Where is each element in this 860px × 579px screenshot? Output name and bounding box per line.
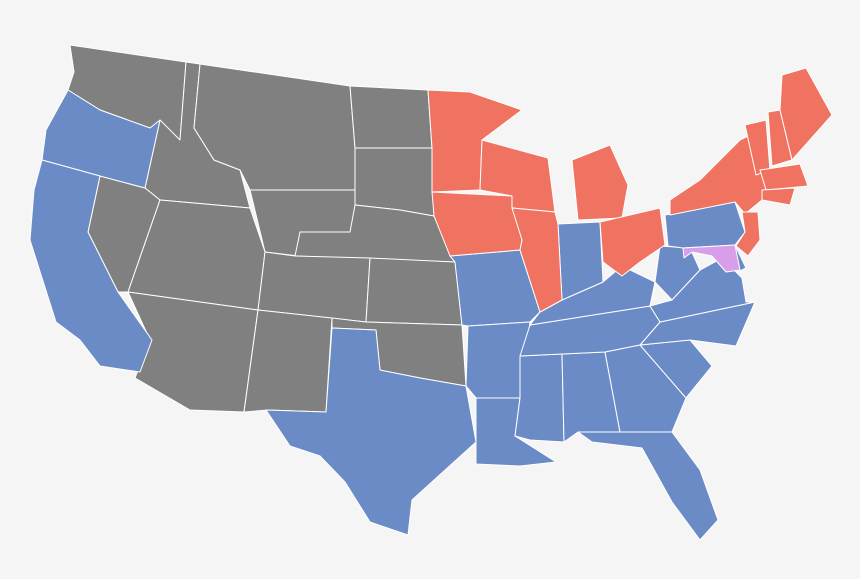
state-ma [759, 163, 809, 191]
state-il [511, 207, 563, 313]
state-ct-ri [761, 187, 796, 206]
blue-region [29, 89, 756, 541]
gray-region [67, 44, 467, 413]
state-mi [571, 144, 629, 221]
red-region [427, 67, 833, 313]
state-nd [349, 85, 433, 149]
state-ms [514, 353, 565, 443]
state-md [682, 244, 741, 273]
state-or [41, 89, 161, 189]
state-sd [354, 147, 435, 217]
state-fl [577, 431, 719, 541]
state-nj [735, 211, 761, 257]
state-oh [599, 207, 666, 277]
purple-region [682, 244, 741, 273]
state-ca [29, 159, 153, 373]
state-va [649, 257, 756, 323]
state-me [779, 67, 833, 161]
state-ks [365, 257, 463, 326]
state-nm [243, 309, 333, 413]
state-tx [265, 327, 477, 536]
